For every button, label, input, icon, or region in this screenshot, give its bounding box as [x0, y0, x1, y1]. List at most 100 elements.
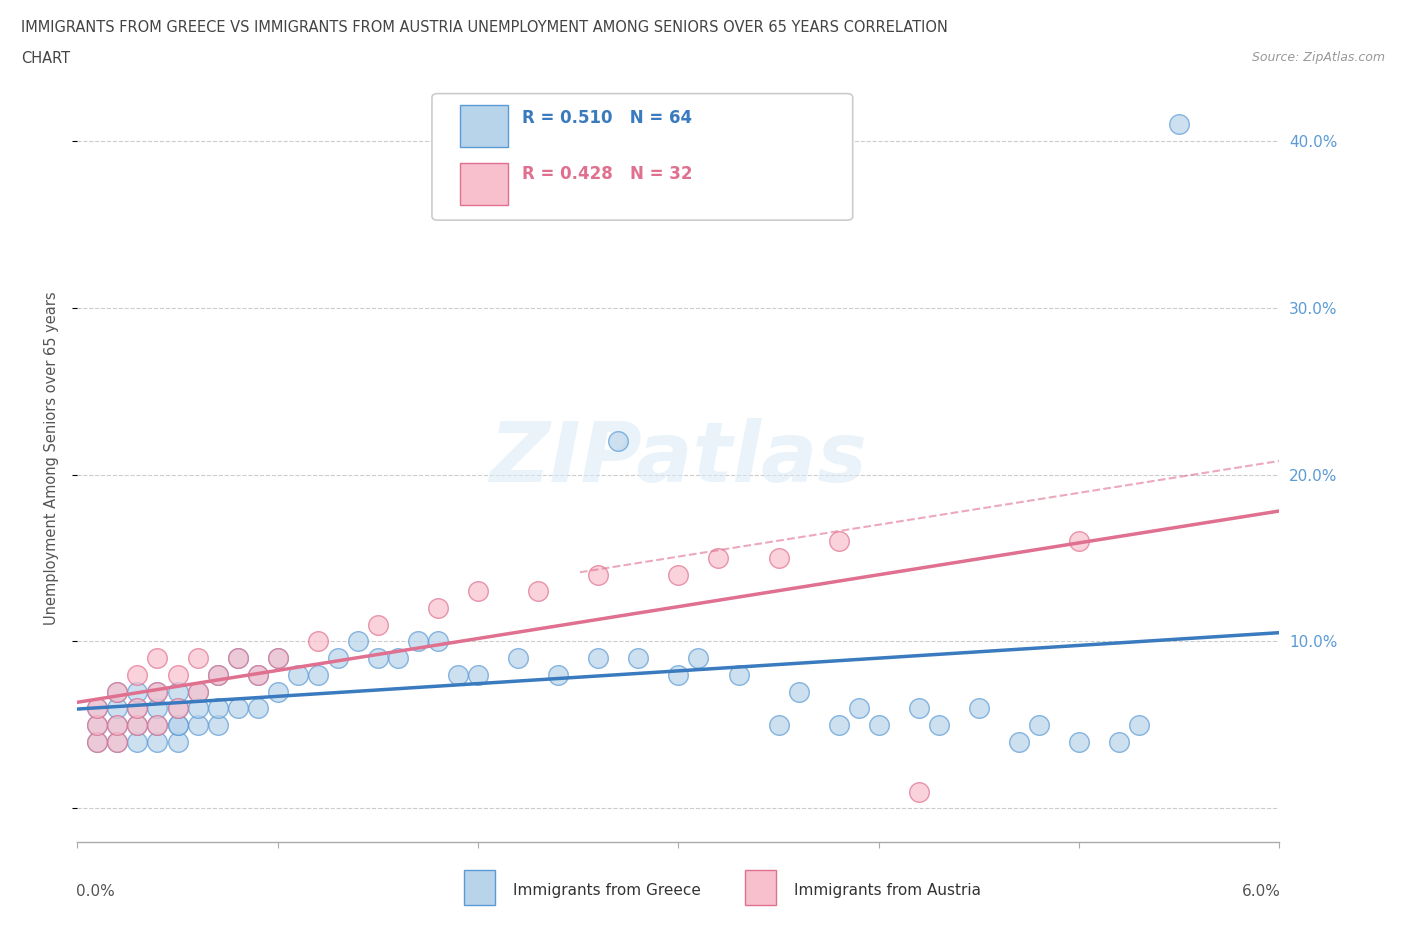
Text: Source: ZipAtlas.com: Source: ZipAtlas.com	[1251, 51, 1385, 64]
Point	[547, 668, 569, 683]
Point	[146, 717, 169, 732]
Text: CHART: CHART	[21, 51, 70, 66]
FancyBboxPatch shape	[464, 870, 495, 905]
Point	[787, 684, 810, 699]
Point	[207, 668, 229, 683]
Point	[707, 551, 730, 565]
Text: R = 0.428   N = 32: R = 0.428 N = 32	[522, 165, 693, 183]
Point	[146, 701, 169, 716]
Text: IMMIGRANTS FROM GREECE VS IMMIGRANTS FROM AUSTRIA UNEMPLOYMENT AMONG SENIORS OVE: IMMIGRANTS FROM GREECE VS IMMIGRANTS FRO…	[21, 20, 948, 35]
Point	[287, 668, 309, 683]
Point	[107, 684, 129, 699]
Point	[768, 717, 790, 732]
Point	[166, 717, 188, 732]
Point	[1168, 117, 1191, 132]
FancyBboxPatch shape	[460, 163, 508, 205]
Point	[307, 634, 329, 649]
Point	[527, 584, 550, 599]
Point	[107, 734, 129, 749]
Point	[146, 717, 169, 732]
Point	[166, 734, 188, 749]
Point	[107, 717, 129, 732]
Point	[267, 651, 290, 666]
Point	[146, 684, 169, 699]
Point	[1069, 534, 1091, 549]
Point	[107, 734, 129, 749]
Point	[166, 717, 188, 732]
Text: 6.0%: 6.0%	[1241, 884, 1281, 899]
Point	[107, 701, 129, 716]
Point	[828, 534, 851, 549]
Point	[86, 717, 108, 732]
Point	[146, 684, 169, 699]
Point	[928, 717, 950, 732]
Point	[187, 701, 209, 716]
Text: ZIPatlas: ZIPatlas	[489, 418, 868, 498]
Text: 0.0%: 0.0%	[76, 884, 115, 899]
Point	[1008, 734, 1031, 749]
Point	[387, 651, 409, 666]
Point	[768, 551, 790, 565]
Point	[187, 684, 209, 699]
Point	[967, 701, 990, 716]
Point	[246, 701, 269, 716]
Point	[86, 717, 108, 732]
Point	[166, 668, 188, 683]
Point	[427, 634, 450, 649]
Point	[246, 668, 269, 683]
Point	[427, 601, 450, 616]
Point	[207, 701, 229, 716]
Point	[146, 734, 169, 749]
Point	[187, 651, 209, 666]
Point	[1108, 734, 1130, 749]
Point	[347, 634, 370, 649]
Point	[1028, 717, 1050, 732]
Point	[326, 651, 349, 666]
Point	[267, 651, 290, 666]
Point	[246, 668, 269, 683]
Text: Immigrants from Greece: Immigrants from Greece	[513, 884, 702, 898]
Point	[166, 701, 188, 716]
Point	[908, 701, 931, 716]
Point	[166, 684, 188, 699]
Point	[447, 668, 470, 683]
Point	[848, 701, 870, 716]
Point	[86, 734, 108, 749]
Point	[588, 651, 610, 666]
Point	[307, 668, 329, 683]
Point	[267, 684, 290, 699]
Point	[86, 734, 108, 749]
Point	[86, 701, 108, 716]
Point	[187, 717, 209, 732]
Point	[127, 684, 149, 699]
Point	[86, 701, 108, 716]
Point	[467, 668, 489, 683]
Text: R = 0.510   N = 64: R = 0.510 N = 64	[522, 109, 692, 126]
Point	[508, 651, 530, 666]
FancyBboxPatch shape	[745, 870, 776, 905]
Point	[226, 701, 249, 716]
Point	[668, 567, 690, 582]
Point	[367, 651, 389, 666]
FancyBboxPatch shape	[460, 105, 508, 147]
Point	[607, 434, 630, 449]
Point	[127, 701, 149, 716]
Point	[207, 668, 229, 683]
Point	[207, 717, 229, 732]
Point	[727, 668, 749, 683]
Point	[588, 567, 610, 582]
Point	[146, 651, 169, 666]
Point	[107, 684, 129, 699]
Point	[467, 584, 489, 599]
Point	[107, 717, 129, 732]
Point	[166, 701, 188, 716]
Point	[1128, 717, 1150, 732]
Point	[127, 701, 149, 716]
Point	[627, 651, 650, 666]
Point	[226, 651, 249, 666]
Point	[127, 717, 149, 732]
Point	[127, 734, 149, 749]
Point	[908, 784, 931, 799]
Point	[668, 668, 690, 683]
Point	[688, 651, 710, 666]
